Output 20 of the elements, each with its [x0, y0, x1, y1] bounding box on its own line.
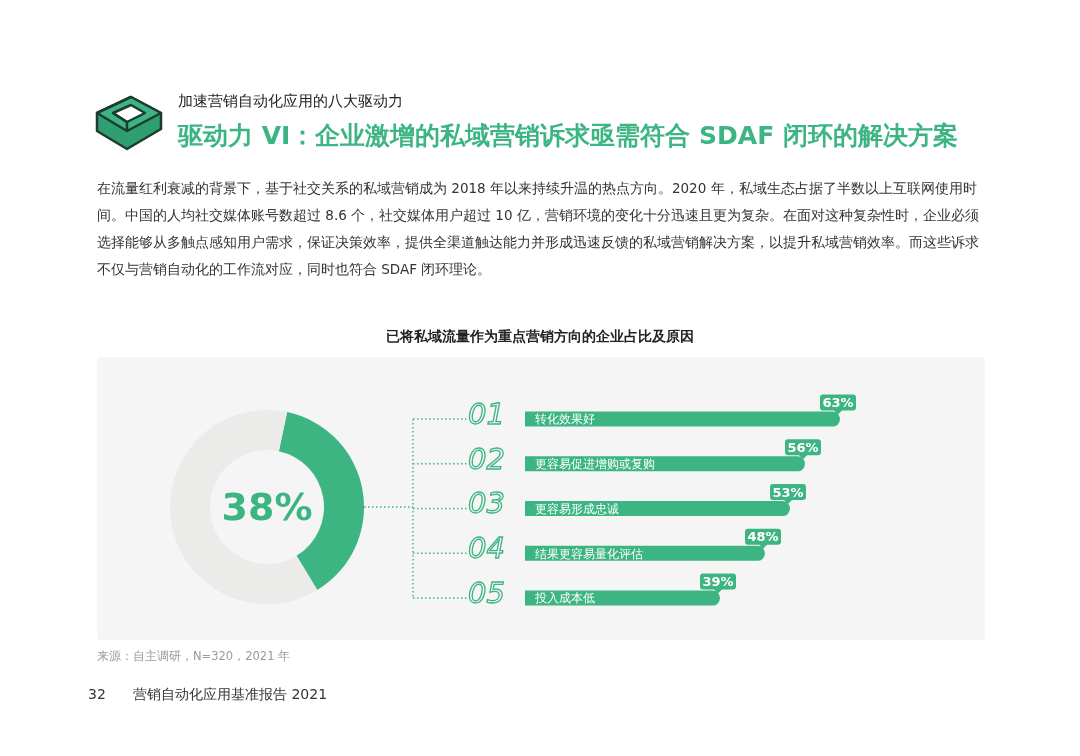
- y-tick-label: 转化效果好: [535, 412, 595, 427]
- text: 加速营销自动化应用的八大驱动力: [178, 92, 403, 111]
- data-label: 38%: [221, 485, 313, 529]
- text: 营销自动化应用基准报告 2021: [133, 686, 328, 704]
- chart-title: 已将私域流量作为重点营销方向的企业占比及原因: [385, 328, 695, 346]
- text: 03: [468, 486, 505, 521]
- text: 在流量红利衰减的背景下，基于社交关系的私域营销成为 2018 年以来持续升温的热点方向。2020 年，私域生态占据了半数以上互联网使用时间。中国的人均社交媒体账号数超过 8.6 个，社交媒体用户超过 10 亿，营销环境的变化十分迅速且更为复杂。在面对这种复杂性时，企业必须选择能够从多触点感知用户需求，保证决策效率，提供全渠道触达能力并形成迅速反馈的私域营销解决方案，以提升私域营销效率。而这些诉求不仅与营销自动化的工作流对应，同时也符合 SDAF 闭环理论。: [97, 179, 980, 279]
- text: 驱动力 VI：企业激增的私域营销诉求亟需符合 SDAF 闭环的解决方案: [178, 120, 958, 152]
- source-note: 来源：自主调研，N=320，2021 年: [97, 649, 291, 664]
- data-label: 53%: [772, 484, 804, 500]
- y-tick-label: 更容易促进增购或复购: [535, 457, 655, 472]
- text: 05: [468, 575, 505, 610]
- text: 04: [468, 531, 505, 566]
- text: 02: [468, 441, 505, 476]
- y-tick-label: 结果更容易量化评估: [535, 546, 643, 561]
- data-label: 56%: [787, 439, 819, 455]
- y-tick-label: 更容易形成忠诚: [535, 501, 619, 516]
- text: 32: [88, 686, 106, 702]
- y-tick-label: 投入成本低: [534, 591, 595, 606]
- text: 01: [468, 396, 505, 431]
